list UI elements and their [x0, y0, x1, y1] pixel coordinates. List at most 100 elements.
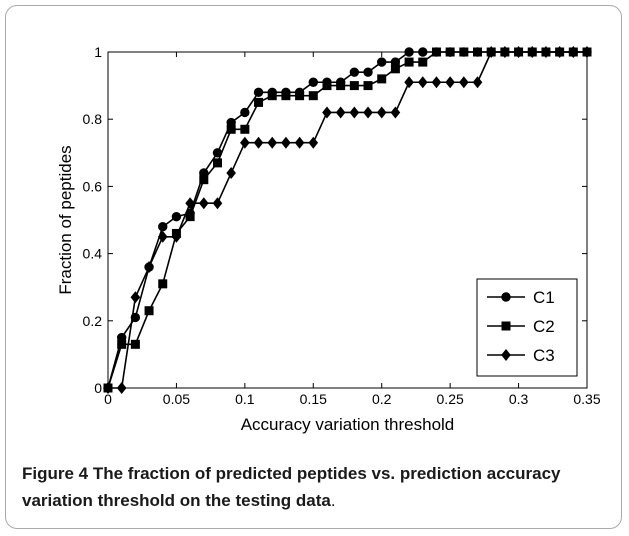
data-point-c3 [404, 76, 414, 89]
data-point-c3 [390, 106, 401, 119]
data-point-c2 [158, 279, 168, 289]
data-point-c3 [445, 76, 455, 89]
data-point-c2 [418, 57, 428, 67]
data-point-c2 [295, 91, 305, 101]
data-point-c1 [171, 211, 182, 222]
series-c3 [103, 45, 592, 395]
x-tick-label: 0.05 [163, 391, 190, 407]
data-point-c2 [281, 91, 291, 101]
y-tick-label: 0.8 [83, 111, 103, 127]
data-point-c3 [554, 45, 565, 59]
data-point-c1 [308, 77, 318, 87]
data-point-c3 [486, 45, 497, 59]
legend-label-c3: C3 [533, 346, 555, 365]
data-point-c3 [185, 197, 195, 210]
data-point-c3 [212, 197, 223, 210]
line-chart: 0 0.05 0.1 0.15 0.2 0.25 0.3 0.35 0 0.2 0.4 0.6 0.8 1… [56, 44, 601, 434]
data-point-c3 [253, 136, 264, 149]
data-point-c2 [267, 91, 277, 101]
legend-marker-c2 [501, 321, 511, 331]
data-point-c1 [253, 87, 264, 98]
x-tick-label: 0.35 [573, 391, 600, 407]
data-point-c2 [431, 47, 441, 57]
data-point-c3 [103, 381, 113, 395]
data-point-c1 [240, 107, 250, 118]
data-point-c3 [281, 136, 291, 149]
data-point-c2 [130, 339, 140, 349]
x-tick-label: 0.25 [437, 391, 464, 407]
y-tick-label: 1 [94, 44, 102, 60]
data-point-c3 [322, 106, 332, 119]
data-point-c3 [349, 106, 360, 119]
x-tick-label: 0.2 [372, 391, 392, 407]
data-point-c2 [240, 124, 250, 134]
data-point-c2 [459, 47, 469, 57]
data-point-c2 [336, 81, 346, 91]
data-point-c1 [349, 67, 360, 77]
legend-box [476, 278, 578, 377]
data-point-c2 [117, 339, 127, 349]
x-tick-label: 0.3 [509, 391, 529, 407]
data-point-c3 [335, 106, 346, 119]
data-point-c3 [226, 166, 236, 179]
caption-tail: . [330, 491, 336, 510]
figure-frame [5, 5, 622, 529]
data-point-c3 [417, 76, 428, 89]
y-tick-label: 0.6 [83, 178, 103, 194]
data-point-c2 [185, 212, 195, 222]
data-point-c3 [568, 45, 579, 59]
data-point-c1 [418, 47, 428, 57]
data-point-c3 [116, 381, 127, 395]
data-point-c3 [294, 136, 305, 149]
data-point-c1 [363, 67, 373, 77]
data-point-c3 [363, 106, 373, 119]
data-point-c3 [267, 136, 278, 149]
data-point-c2 [363, 81, 373, 91]
x-tick-label: 0.15 [300, 391, 327, 407]
legend-marker-c3 [501, 348, 511, 362]
data-point-c3 [513, 45, 524, 59]
legend-label-c2: C2 [533, 317, 555, 336]
data-point-c2 [349, 81, 359, 91]
data-point-c1 [404, 47, 414, 57]
x-axis-label: Accuracy variation threshold [241, 415, 455, 434]
data-point-c3 [541, 45, 551, 59]
data-point-c2 [445, 47, 455, 57]
y-axis-label: Fraction of peptides [56, 145, 75, 294]
figure-caption: Figure 4 The fraction of predicted pepti… [22, 460, 612, 514]
data-point-c3 [500, 45, 510, 59]
data-point-c2 [404, 57, 414, 67]
caption-title: The fraction of predicted peptides vs. p… [22, 464, 561, 510]
data-point-c2 [199, 175, 209, 185]
legend: C1 C2 C3 [476, 278, 578, 377]
x-tick-label: 0.1 [235, 391, 255, 407]
caption-label: Figure 4 [22, 464, 89, 483]
data-point-c2 [473, 47, 483, 57]
data-point-c3 [376, 106, 387, 119]
data-point-c2 [226, 124, 236, 134]
data-point-c3 [459, 76, 469, 89]
data-point-c2 [308, 91, 318, 101]
data-point-c3 [431, 76, 442, 89]
data-point-c3 [198, 197, 209, 210]
legend-label-c1: C1 [533, 288, 555, 307]
data-point-c3 [240, 136, 250, 149]
x-tick-label: 0 [104, 391, 112, 407]
data-point-c2 [377, 74, 387, 84]
y-tick-label: 0 [94, 380, 102, 396]
data-point-c3 [144, 261, 154, 274]
data-point-c3 [308, 136, 319, 149]
data-point-c2 [144, 306, 154, 316]
data-point-c3 [582, 45, 592, 59]
data-point-c1 [377, 57, 387, 67]
data-point-c1 [158, 222, 168, 232]
data-point-c3 [527, 45, 538, 59]
legend-marker-c1 [501, 292, 511, 302]
data-point-c2 [212, 158, 222, 168]
data-point-c3 [171, 230, 182, 243]
plot-area-box [107, 51, 588, 389]
data-point-c2 [322, 81, 332, 91]
data-point-c2 [390, 64, 400, 74]
data-point-c3 [130, 291, 141, 304]
data-point-c3 [472, 76, 483, 89]
